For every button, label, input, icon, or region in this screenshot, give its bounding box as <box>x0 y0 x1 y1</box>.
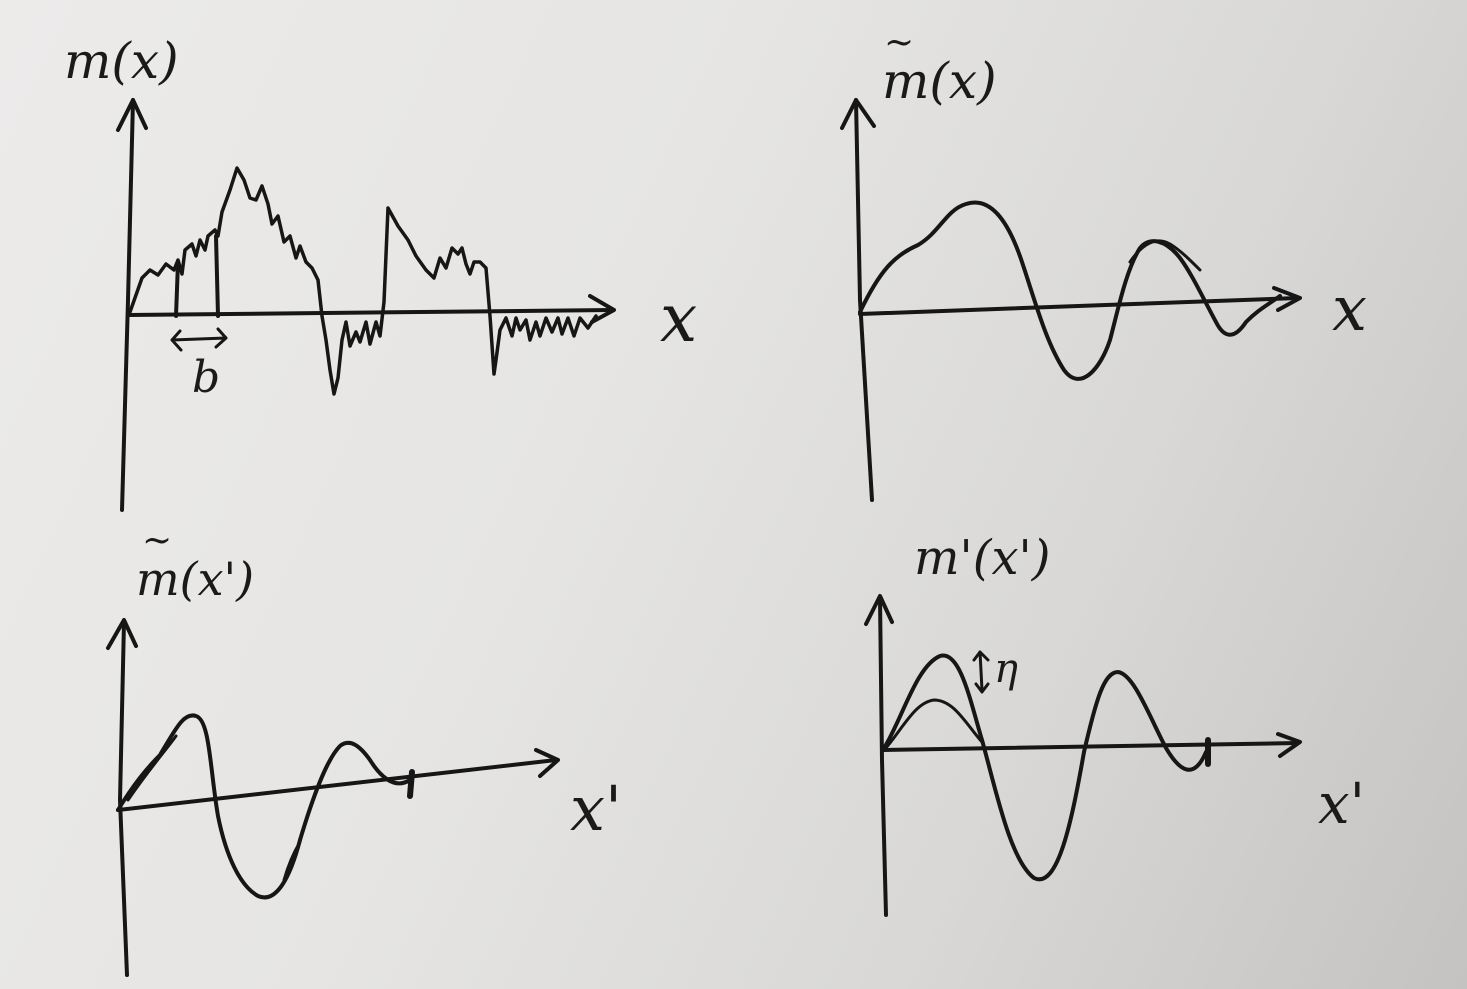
x-arrow-bottom-right <box>1276 732 1302 758</box>
x-arrow-top-left <box>588 294 616 324</box>
x-axis-top-right <box>858 296 1300 316</box>
y-arrow-bottom-right <box>864 594 894 626</box>
ylabel-top-left: m(x) <box>64 32 179 90</box>
curve-bottom-right <box>882 653 1208 882</box>
curve-bottom-right-scaled <box>884 698 984 750</box>
width-label-b: b <box>192 352 221 403</box>
x-arrow-bottom-left <box>534 748 560 778</box>
y-arrow-bottom-left <box>106 618 138 650</box>
curve-top-right-overlay <box>1128 239 1202 272</box>
graph-top-right <box>840 98 1302 502</box>
x-arrow-top-right <box>1272 286 1302 312</box>
ylabel-top-right: m(x) <box>882 52 997 110</box>
x-axis-bottom-left <box>116 758 558 812</box>
graph-top-left <box>116 98 616 512</box>
bracket-mark-left <box>174 260 180 318</box>
eta-label: η <box>994 646 1018 692</box>
curve-top-left <box>128 166 598 396</box>
xlabel-bottom-right: x' <box>1318 772 1365 837</box>
curve-bottom-left-overlay <box>126 734 302 882</box>
x-axis-top-left <box>126 308 614 317</box>
xlabel-bottom-left: x' <box>570 772 623 845</box>
y-axis-top-right <box>854 98 874 502</box>
curve-top-right <box>858 200 1282 381</box>
y-arrow-top-left <box>116 98 148 132</box>
tilde-mark-bottom-left: ~ <box>142 520 173 561</box>
width-arrow <box>170 327 228 352</box>
y-axis-top-left <box>120 98 135 512</box>
ylabel-bottom-left: m(x') <box>136 552 255 606</box>
x-axis-bottom-right <box>882 741 1300 752</box>
tick-mark-bottom-left <box>407 769 415 799</box>
y-arrow-top-right <box>840 98 876 130</box>
graph-bottom-right <box>864 594 1302 917</box>
graph-bottom-left <box>106 618 560 977</box>
y-axis-bottom-left <box>118 620 129 977</box>
xlabel-top-left: x <box>660 280 698 357</box>
eta-arrow <box>972 650 990 694</box>
curve-bottom-left <box>116 713 412 900</box>
xlabel-top-right: x <box>1332 272 1367 345</box>
y-axis-bottom-right <box>878 596 888 917</box>
tilde-mark-top-right: ~ <box>884 22 915 63</box>
bracket-mark-right <box>214 234 220 318</box>
ylabel-bottom-right: m'(x') <box>914 530 1051 586</box>
